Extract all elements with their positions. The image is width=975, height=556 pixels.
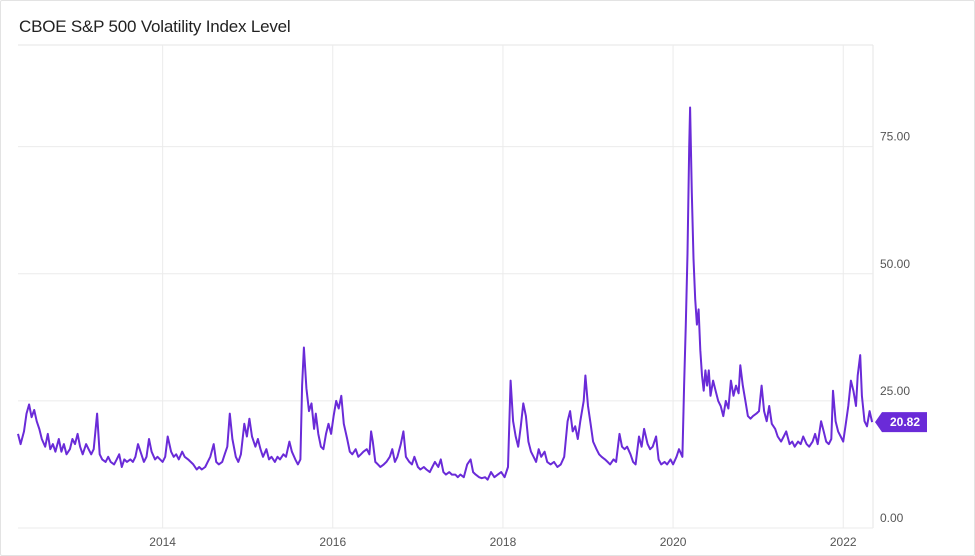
x-tick-label: 2022 (830, 535, 857, 549)
x-tick-label: 2014 (149, 535, 176, 549)
x-tick-label: 2016 (319, 535, 346, 549)
x-tick-label: 2018 (490, 535, 517, 549)
y-tick-label: 25.00 (880, 384, 910, 398)
last-value-badge: 20.82 (875, 412, 927, 433)
chart-title: CBOE S&P 500 Volatility Index Level (19, 17, 291, 36)
last-value-label: 20.82 (890, 415, 920, 429)
x-tick-label: 2020 (660, 535, 687, 549)
series-line (17, 106, 874, 481)
y-tick-label: 0.00 (880, 511, 904, 525)
y-tick-label: 75.00 (880, 130, 910, 144)
grid-lines (18, 44, 874, 529)
last-value-badge-shape (875, 412, 927, 433)
y-axis: 0.00 25.00 50.00 75.00 (880, 130, 910, 525)
x-axis: 2014 2016 2018 2020 2022 (149, 535, 857, 549)
y-tick-label: 50.00 (880, 257, 910, 271)
